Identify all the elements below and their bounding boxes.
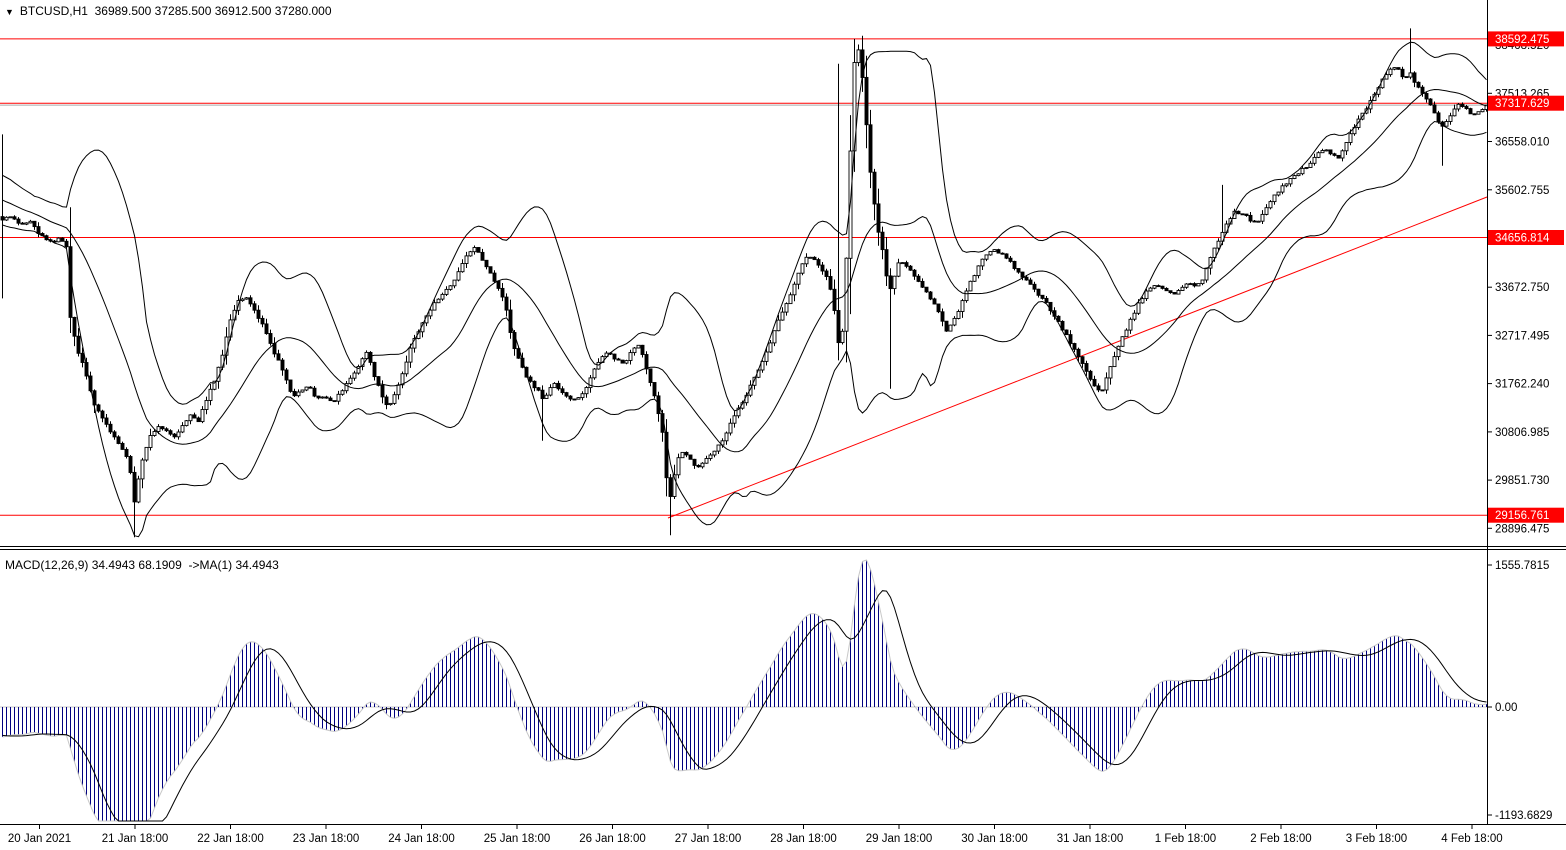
macd-axis-ticks: 1555.7815 0.00 -1193.6829 (1487, 560, 1552, 822)
svg-text:-1193.6829: -1193.6829 (1495, 810, 1552, 822)
price-level-labels: 38592.475 37317.629 34656.814 29156.761 (1488, 31, 1564, 523)
horizontal-level-lines[interactable] (0, 38, 1487, 516)
svg-text:4 Feb 18:00: 4 Feb 18:00 (1441, 833, 1502, 845)
svg-text:26 Jan 18:00: 26 Jan 18:00 (579, 833, 646, 845)
macd-histogram (2, 560, 1487, 821)
chart-title-bar: ▼ BTCUSD,H1 36989.500 37285.500 36912.500… (5, 4, 332, 18)
svg-text:31 Jan 18:00: 31 Jan 18:00 (1057, 833, 1124, 845)
svg-text:3 Feb 18:00: 3 Feb 18:00 (1346, 833, 1407, 845)
svg-text:37317.629: 37317.629 (1495, 98, 1549, 110)
svg-text:29 Jan 18:00: 29 Jan 18:00 (866, 833, 933, 845)
svg-text:22 Jan 18:00: 22 Jan 18:00 (197, 833, 264, 845)
svg-text:25 Jan 18:00: 25 Jan 18:00 (484, 833, 551, 845)
macd-signal-line (2, 590, 1487, 822)
macd-indicator-label: MACD(12,26,9) 34.4943 68.1909 ->MA(1) 34… (5, 558, 279, 572)
svg-text:1 Feb 18:00: 1 Feb 18:00 (1155, 833, 1216, 845)
svg-text:31762.240: 31762.240 (1495, 379, 1549, 391)
svg-text:29156.761: 29156.761 (1495, 510, 1549, 522)
svg-text:28896.475: 28896.475 (1495, 523, 1549, 535)
svg-text:36558.010: 36558.010 (1495, 137, 1549, 149)
time-axis-labels[interactable]: 20 Jan 2021 21 Jan 18:00 22 Jan 18:00 23 Ja… (8, 825, 1503, 845)
svg-text:0.00: 0.00 (1495, 702, 1517, 714)
svg-text:35602.755: 35602.755 (1495, 185, 1549, 197)
svg-text:24 Jan 18:00: 24 Jan 18:00 (388, 833, 455, 845)
svg-text:38592.475: 38592.475 (1495, 34, 1549, 46)
svg-text:29851.730: 29851.730 (1495, 475, 1549, 487)
svg-text:34656.814: 34656.814 (1495, 233, 1550, 245)
svg-text:21 Jan 18:00: 21 Jan 18:00 (102, 833, 169, 845)
bollinger-middle-band (2, 88, 1487, 453)
svg-text:33672.750: 33672.750 (1495, 282, 1549, 294)
svg-text:27 Jan 18:00: 27 Jan 18:00 (675, 833, 742, 845)
svg-text:23 Jan 18:00: 23 Jan 18:00 (293, 833, 360, 845)
bollinger-bands (2, 41, 1487, 538)
svg-text:20 Jan 2021: 20 Jan 2021 (8, 833, 71, 845)
trendline[interactable] (667, 196, 1488, 519)
bollinger-upper-band (2, 41, 1487, 412)
svg-text:32717.495: 32717.495 (1495, 330, 1549, 342)
svg-text:30 Jan 18:00: 30 Jan 18:00 (961, 833, 1028, 845)
bollinger-lower-band (2, 120, 1487, 538)
price-axis-background (1488, 0, 1566, 826)
svg-text:1555.7815: 1555.7815 (1495, 560, 1549, 572)
candles-layer (0, 28, 1489, 538)
macd-main-line (2, 559, 1487, 822)
ohlc-values: 36989.500 37285.500 36912.500 37280.000 (94, 4, 332, 18)
svg-text:28 Jan 18:00: 28 Jan 18:00 (770, 833, 837, 845)
svg-text:30806.985: 30806.985 (1495, 427, 1549, 439)
symbol-timeframe-label: BTCUSD,H1 (19, 4, 88, 18)
chart-dropdown-icon[interactable]: ▼ (5, 7, 14, 17)
svg-text:2 Feb 18:00: 2 Feb 18:00 (1250, 833, 1311, 845)
